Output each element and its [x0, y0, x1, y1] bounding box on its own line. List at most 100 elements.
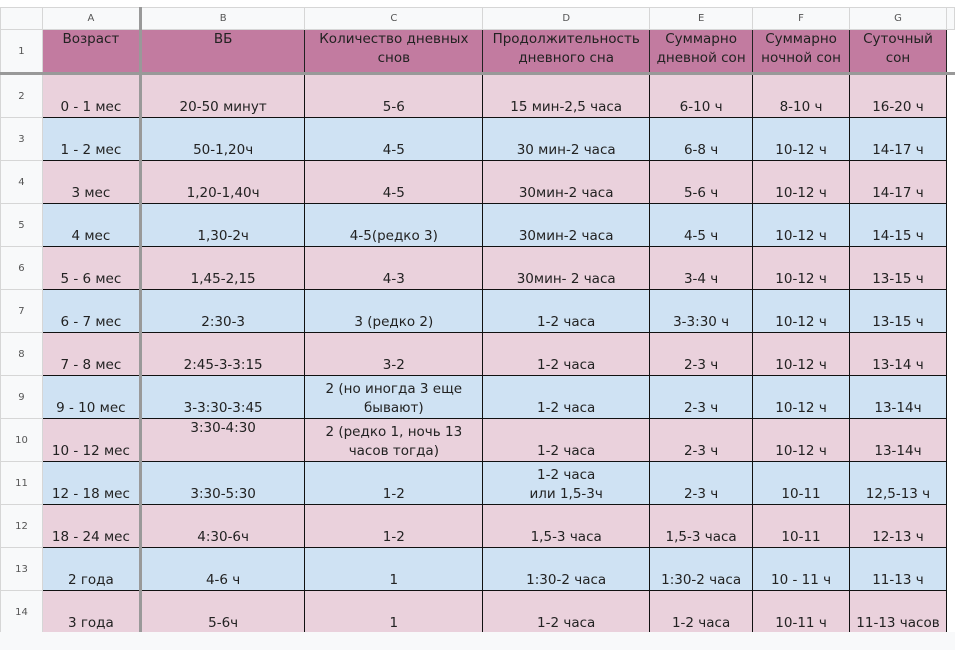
table-cell[interactable]: 6-10 ч [649, 73, 754, 118]
column-header-e[interactable]: E [649, 7, 754, 30]
row-header-9[interactable]: 9 [0, 375, 43, 419]
row-header-1[interactable]: 1 [0, 29, 43, 75]
table-cell[interactable]: 10-12 ч [752, 332, 851, 376]
table-cell[interactable]: 4-5 [304, 117, 484, 161]
table-cell[interactable]: 5-6ч [139, 590, 306, 634]
table-cell[interactable]: 5 - 6 мес [41, 246, 142, 290]
table-cell[interactable]: 10-12 ч [752, 418, 851, 462]
table-cell[interactable]: 1,5-3 часа [482, 504, 651, 548]
table-cell[interactable]: 3 мес [41, 160, 142, 204]
table-cell[interactable]: 10 - 11 ч [752, 547, 851, 591]
row-header-5[interactable]: 5 [0, 203, 43, 247]
table-cell[interactable]: 3:30-5:30 [139, 461, 306, 505]
column-header-d[interactable]: D [482, 7, 651, 30]
table-cell[interactable]: 2-3 ч [649, 418, 754, 462]
table-cell[interactable]: 10-12 ч [752, 246, 851, 290]
table-cell[interactable]: 14-17 ч [849, 160, 947, 204]
table-cell[interactable]: 10-12 ч [752, 203, 851, 247]
table-cell[interactable]: 12-13 ч [849, 504, 947, 548]
table-cell[interactable]: 3:30-4:30 [139, 418, 306, 462]
table-cell[interactable]: 14-15 ч [849, 203, 947, 247]
table-cell[interactable]: 7 - 8 мес [41, 332, 142, 376]
table-cell[interactable]: 3-4 ч [649, 246, 754, 290]
table-cell[interactable]: 5-6 [304, 73, 484, 118]
header-cell[interactable]: Продолжительность дневного сна [482, 29, 651, 75]
table-cell[interactable]: 1 [304, 590, 484, 634]
table-cell[interactable]: 1-2 часа [482, 590, 651, 634]
table-cell[interactable]: 1-2 [304, 504, 484, 548]
table-cell[interactable]: 30мин-2 часа [482, 160, 651, 204]
table-cell[interactable]: 10-12 ч [752, 375, 851, 419]
table-cell[interactable]: 0 - 1 мес [41, 73, 142, 118]
table-cell[interactable]: 10-11 [752, 504, 851, 548]
table-cell[interactable]: 1 - 2 мес [41, 117, 142, 161]
table-cell[interactable]: 20-50 минут [139, 73, 306, 118]
table-cell[interactable]: 10-11 [752, 461, 851, 505]
table-cell[interactable]: 13-14ч [849, 418, 947, 462]
column-header-g[interactable]: G [849, 7, 947, 30]
table-cell[interactable]: 11-13 часов [849, 590, 947, 634]
header-cell[interactable]: ВБ [139, 29, 306, 75]
header-cell[interactable]: Суммарно дневной сон [649, 29, 754, 75]
header-cell[interactable]: Суточный сон [849, 29, 947, 75]
table-cell[interactable]: 2-3 ч [649, 332, 754, 376]
table-cell[interactable]: 12 - 18 мес [41, 461, 142, 505]
table-cell[interactable]: 3-3:30-3:45 [139, 375, 306, 419]
table-cell[interactable]: 4-5 ч [649, 203, 754, 247]
table-cell[interactable]: 4-3 [304, 246, 484, 290]
table-cell[interactable]: 50-1,20ч [139, 117, 306, 161]
column-header-c[interactable]: C [304, 7, 484, 30]
table-cell[interactable]: 18 - 24 мес [41, 504, 142, 548]
table-cell[interactable]: 10-11 ч [752, 590, 851, 634]
table-cell[interactable]: 1-2 часа [482, 375, 651, 419]
table-cell[interactable]: 6 - 7 мес [41, 289, 142, 333]
table-cell[interactable]: 1 [304, 547, 484, 591]
row-header-7[interactable]: 7 [0, 289, 43, 333]
table-cell[interactable]: 6-8 ч [649, 117, 754, 161]
table-cell[interactable]: 4-5 [304, 160, 484, 204]
table-cell[interactable]: 4:30-6ч [139, 504, 306, 548]
table-cell[interactable]: 9 - 10 мес [41, 375, 142, 419]
select-all-corner[interactable] [0, 7, 43, 30]
row-header-11[interactable]: 11 [0, 461, 43, 505]
table-cell[interactable]: 1,30-2ч [139, 203, 306, 247]
table-cell[interactable]: 2 (редко 1, ночь 13 часов тогда) [304, 418, 484, 462]
table-cell[interactable]: 1,45-2,15 [139, 246, 306, 290]
table-cell[interactable]: 30мин-2 часа [482, 203, 651, 247]
table-cell[interactable]: 3-2 [304, 332, 484, 376]
header-cell[interactable]: Суммарно ночной сон [752, 29, 851, 75]
table-cell[interactable]: 4-5(редко 3) [304, 203, 484, 247]
table-cell[interactable]: 10-12 ч [752, 160, 851, 204]
header-cell[interactable]: Возраст [41, 29, 142, 75]
row-header-6[interactable]: 6 [0, 246, 43, 290]
table-cell[interactable]: 11-13 ч [849, 547, 947, 591]
table-cell[interactable]: 1-2 [304, 461, 484, 505]
table-cell[interactable]: 1-2 часа [482, 289, 651, 333]
table-cell[interactable]: 1-2 часа [482, 418, 651, 462]
table-cell[interactable]: 2 (но иногда 3 еще бывают) [304, 375, 484, 419]
table-cell[interactable]: 10-12 ч [752, 117, 851, 161]
table-cell[interactable]: 1,20-1,40ч [139, 160, 306, 204]
spreadsheet-grid[interactable]: A B C D E F G 1 Возраст ВБ Количество дневных снов… [0, 7, 955, 634]
table-cell[interactable]: 15 мин-2,5 часа [482, 73, 651, 118]
table-cell[interactable]: 12,5-13 ч [849, 461, 947, 505]
column-header-b[interactable]: B [139, 7, 306, 30]
table-cell[interactable]: 13-15 ч [849, 289, 947, 333]
table-cell[interactable]: 1-2 часа или 1,5-3ч [482, 461, 651, 505]
table-cell[interactable]: 1:30-2 часа [649, 547, 754, 591]
row-header-10[interactable]: 10 [0, 418, 43, 462]
table-cell[interactable]: 14-17 ч [849, 117, 947, 161]
row-header-3[interactable]: 3 [0, 117, 43, 161]
header-cell[interactable]: Количество дневных снов [304, 29, 484, 75]
row-header-4[interactable]: 4 [0, 160, 43, 204]
table-cell[interactable]: 30мин- 2 часа [482, 246, 651, 290]
table-cell[interactable]: 2:45-3-3:15 [139, 332, 306, 376]
table-cell[interactable]: 1-2 часа [482, 332, 651, 376]
table-cell[interactable]: 5-6 ч [649, 160, 754, 204]
table-cell[interactable]: 10-12 ч [752, 289, 851, 333]
table-cell[interactable]: 1,5-3 часа [649, 504, 754, 548]
table-cell[interactable]: 13-14ч [849, 375, 947, 419]
row-header-8[interactable]: 8 [0, 332, 43, 376]
table-cell[interactable]: 2-3 ч [649, 375, 754, 419]
row-header-13[interactable]: 13 [0, 547, 43, 591]
